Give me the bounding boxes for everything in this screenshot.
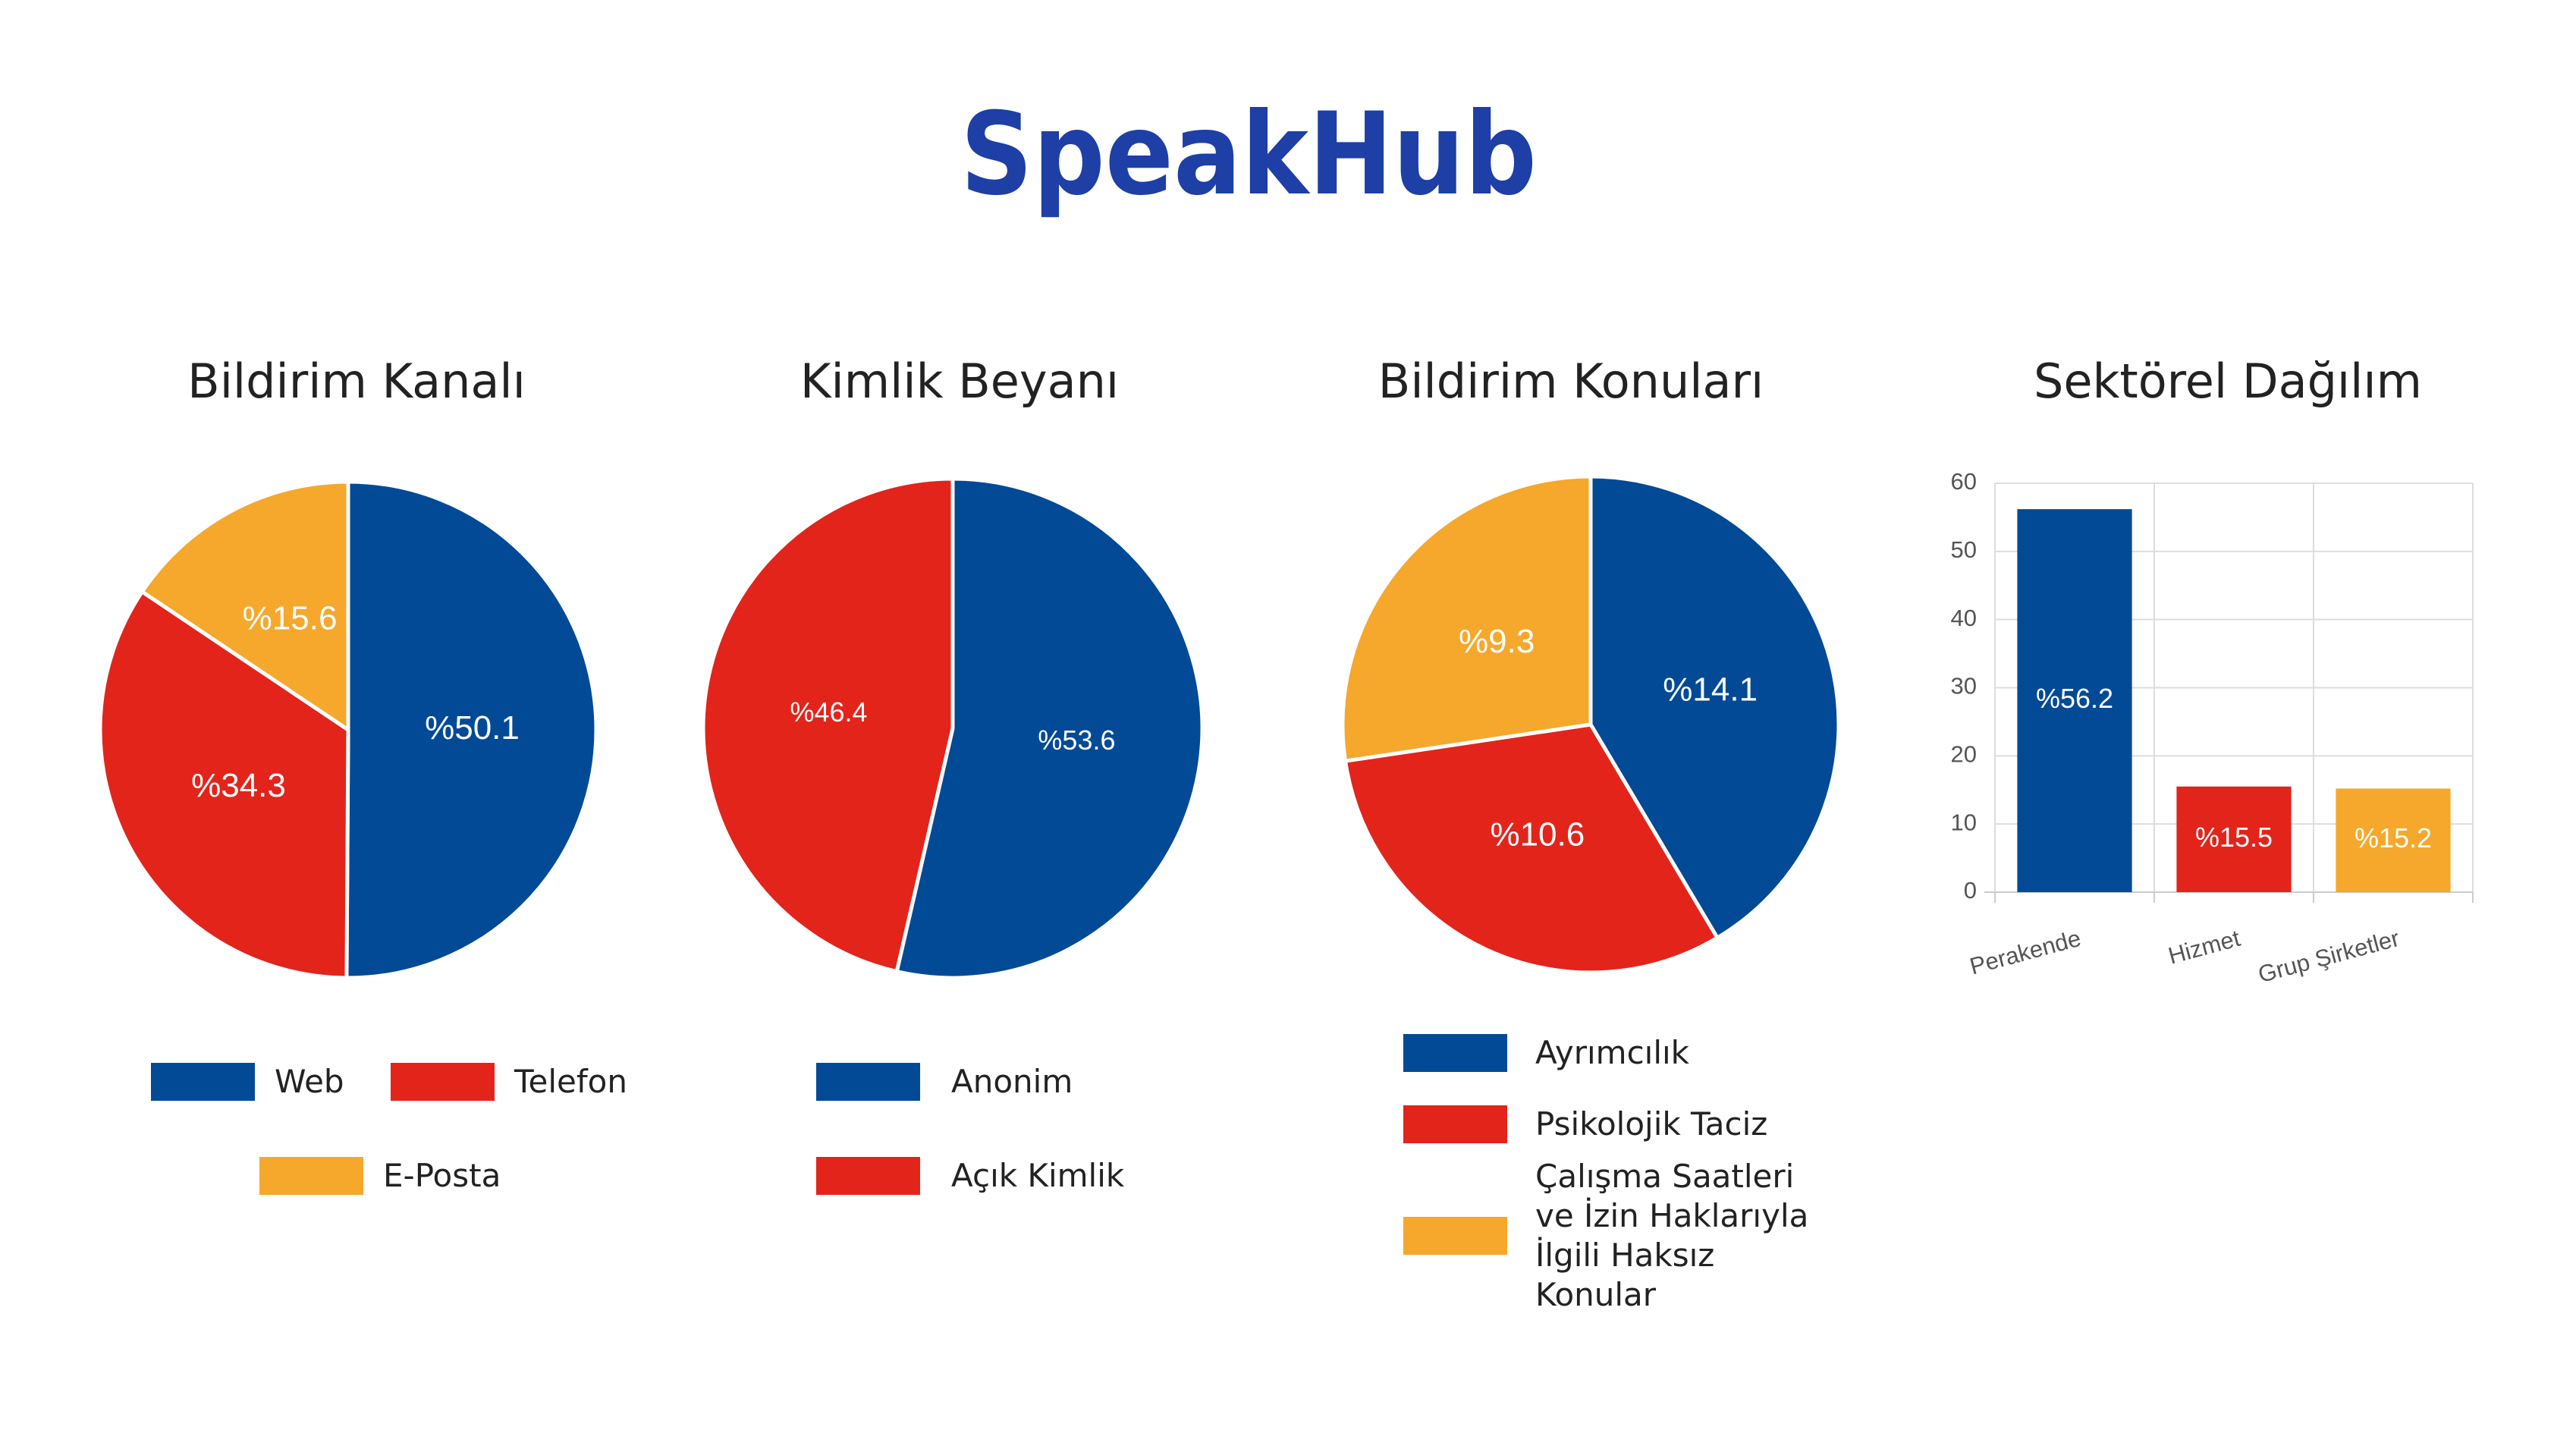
slice-label: %9.3 bbox=[1459, 623, 1535, 660]
legend-swatch bbox=[1403, 1034, 1507, 1072]
x-tick-label: Grup Şirketler bbox=[2255, 925, 2402, 988]
bar bbox=[2176, 786, 2292, 892]
legend-swatch bbox=[151, 1063, 255, 1101]
pie-slice bbox=[1343, 722, 1720, 975]
y-tick-label: 20 bbox=[1951, 741, 1977, 768]
slice-label: %34.3 bbox=[191, 767, 286, 804]
y-tick-label: 50 bbox=[1951, 536, 1977, 563]
slice-label: %53.6 bbox=[1038, 724, 1115, 756]
legend-swatch bbox=[1403, 1105, 1507, 1143]
bar bbox=[2336, 788, 2451, 892]
legend-label: E-Posta bbox=[383, 1157, 501, 1194]
pie-slice bbox=[98, 589, 350, 980]
legend-item: Anonim bbox=[816, 1062, 1073, 1102]
legend-label: Açık Kimlik bbox=[951, 1157, 1125, 1194]
pie-slice bbox=[894, 476, 1205, 980]
bar-label: %15.5 bbox=[2195, 822, 2273, 853]
slice-label: %14.1 bbox=[1663, 671, 1758, 708]
slice-label: %10.6 bbox=[1490, 816, 1585, 853]
legend-label: Telefon bbox=[514, 1063, 627, 1100]
legend-swatch bbox=[816, 1063, 920, 1101]
logo: SpeakHub bbox=[960, 89, 1537, 221]
x-tick-label: Hizmet bbox=[2166, 925, 2244, 970]
legend-swatch bbox=[816, 1157, 920, 1195]
y-tick-label: 10 bbox=[1951, 809, 1977, 835]
y-tick-label: 30 bbox=[1951, 673, 1977, 699]
legend-swatch bbox=[1403, 1217, 1507, 1255]
chart-title: Kimlik Beyanı bbox=[800, 354, 1119, 409]
y-tick-label: 40 bbox=[1951, 605, 1977, 631]
y-tick-label: 60 bbox=[1951, 468, 1977, 495]
pie-slice bbox=[701, 476, 955, 974]
pie-slice bbox=[1588, 474, 1841, 941]
legend-label: Web bbox=[275, 1063, 344, 1100]
chart-title: Sektörel Dağılım bbox=[2034, 354, 2422, 409]
x-tick-label: Perakende bbox=[1967, 925, 2084, 980]
legend-item: E-Posta bbox=[259, 1156, 501, 1196]
chart-title: Bildirim Konuları bbox=[1378, 354, 1764, 409]
bar bbox=[2017, 509, 2132, 892]
y-tick-label: 0 bbox=[1964, 877, 1977, 904]
pie-slice bbox=[1340, 474, 1593, 764]
legend-item: Çalışma Saatleri ve İzin Haklarıyla İlgi… bbox=[1403, 1157, 1816, 1315]
legend-label: Psikolojik Taciz bbox=[1535, 1105, 1768, 1143]
legend-item: Açık Kimlik bbox=[816, 1156, 1124, 1196]
legend-item: Psikolojik Taciz bbox=[1403, 1105, 1767, 1144]
slice-label: %46.4 bbox=[790, 696, 868, 728]
slice-label: %50.1 bbox=[425, 709, 520, 747]
legend-item: Web bbox=[151, 1062, 344, 1102]
chart-title: Bildirim Kanalı bbox=[187, 354, 526, 409]
legend-item: Ayrımcılık bbox=[1403, 1033, 1689, 1073]
bar-label: %15.2 bbox=[2355, 822, 2432, 853]
legend-swatch bbox=[391, 1063, 495, 1101]
legend-swatch bbox=[259, 1157, 363, 1195]
slice-label: %15.6 bbox=[243, 599, 338, 636]
pie-slice bbox=[344, 479, 598, 980]
bar-label: %56.2 bbox=[2036, 683, 2113, 714]
legend-label: Anonim bbox=[951, 1063, 1073, 1100]
legend-item: Telefon bbox=[391, 1062, 627, 1102]
legend-label: Çalışma Saatleri ve İzin Haklarıyla İlgi… bbox=[1535, 1158, 1809, 1313]
pie-slice bbox=[139, 479, 350, 734]
legend-label: Ayrımcılık bbox=[1535, 1034, 1690, 1071]
